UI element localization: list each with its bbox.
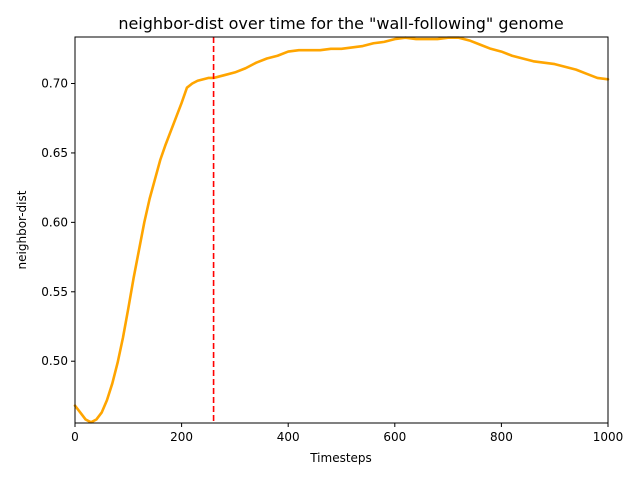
y-tick-label: 0.65	[41, 146, 68, 160]
x-tick-label: 0	[71, 430, 79, 444]
x-tick-label: 1000	[593, 430, 624, 444]
y-tick-label: 0.50	[41, 354, 68, 368]
y-tick-label: 0.70	[41, 77, 68, 91]
y-tick-label: 0.60	[41, 215, 68, 229]
plot-area: 0 200 400 600 800 1000 0.50 0.55 0.60 0.65 0.70	[41, 37, 623, 444]
x-tick-label: 800	[490, 430, 513, 444]
chart-title: neighbor-dist over time for the "wall-fo…	[118, 14, 563, 33]
series-line-0	[75, 38, 608, 423]
x-axis-label: Timesteps	[309, 451, 372, 465]
y-axis-label: neighbor-dist	[15, 190, 29, 269]
x-tick-label: 600	[383, 430, 406, 444]
y-tick-label: 0.55	[41, 285, 68, 299]
x-tick-label: 400	[277, 430, 300, 444]
x-tick-label: 200	[170, 430, 193, 444]
axes-frame	[75, 37, 608, 423]
